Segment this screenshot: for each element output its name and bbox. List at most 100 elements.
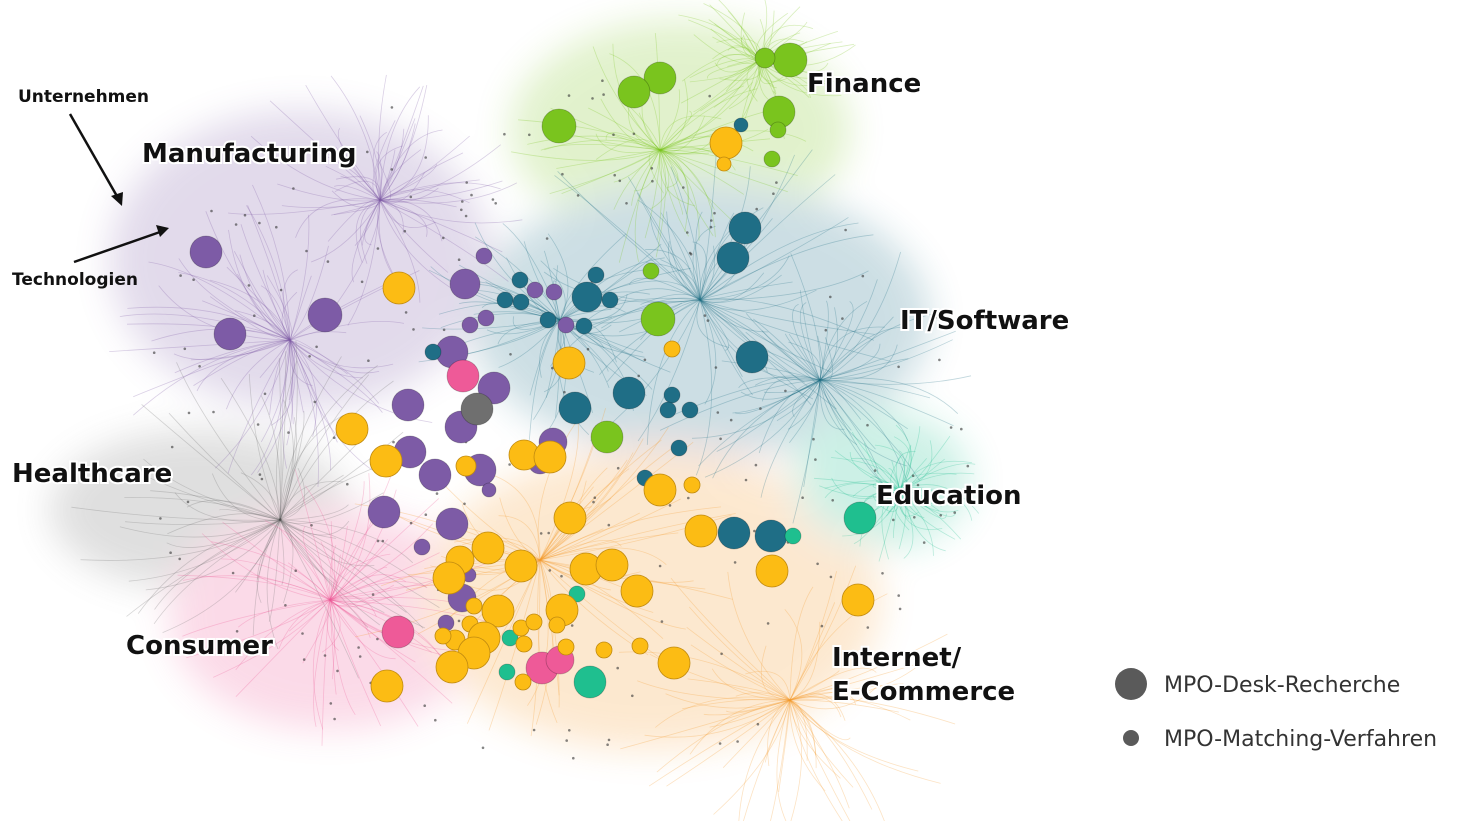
company-node [642,262,660,280]
network-edge [279,351,287,521]
network-edge [627,176,701,301]
company-node [189,235,223,269]
network-edge [660,212,701,301]
network-edge [279,415,343,521]
network-edge [278,599,331,650]
technology-dot [381,539,385,543]
technology-dot [183,347,187,351]
technology-dot [820,624,824,628]
network-edge [819,326,908,381]
network-edge [872,489,901,503]
network-edge [648,699,791,787]
company-node [455,455,477,477]
network-edge [379,152,464,201]
network-edge [659,77,747,151]
network-edge [789,687,877,710]
network-edge [788,341,822,381]
network-edge [269,100,381,201]
legend-label-matching: MPO-Matching-Verfahren [1164,727,1437,752]
network-edge [235,519,281,593]
network-edge [745,670,791,701]
network-edge [226,266,291,341]
network-edge [789,699,851,741]
company-nodes [189,42,877,703]
network-edge [784,609,803,701]
network-edge [289,339,380,404]
network-edge [333,199,381,215]
network-edge [789,699,817,769]
company-node [843,501,877,535]
technology-dot [212,410,215,414]
technology-dot [775,181,778,184]
network-edge [289,338,348,375]
network-edge [743,699,791,821]
network-edge [289,339,343,409]
network-edge [329,526,348,601]
network-edge [899,489,968,502]
network-edge [209,279,291,341]
technology-dot [960,427,963,431]
network-edge [262,269,291,341]
technology-dot [637,374,640,378]
network-edge [227,339,291,474]
network-edge [636,192,701,301]
network-edge [379,144,501,201]
network-edge [474,222,561,321]
company-node [657,646,691,680]
network-edge [899,489,925,519]
network-edge [178,272,291,341]
technology-dot [305,249,308,253]
network-edge [819,378,862,420]
company-node [557,638,575,656]
network-edge [819,379,908,430]
company-node [367,495,401,529]
technology-dot [592,500,595,504]
network-edge [899,435,951,491]
technology-dot [404,311,408,314]
network-edge [247,205,291,341]
company-node [481,594,515,628]
network-edge [334,185,381,201]
network-edge [539,540,622,561]
network-edge [722,699,791,768]
technology-dot [461,200,464,203]
network-edge [211,473,281,521]
network-edge [379,123,416,201]
network-edge [819,300,829,381]
network-edge [819,379,954,427]
network-edge [539,498,681,561]
network-edge [329,574,407,601]
network-edge [690,644,791,701]
network-edge [289,339,313,386]
network-edge [659,115,705,152]
technology-dot [442,328,446,332]
network-edge [321,599,331,746]
network-edge [252,519,281,636]
network-edge [875,480,902,493]
network-edge [650,149,670,210]
network-edge [892,489,901,539]
network-edge [539,513,736,561]
technology-dot [784,389,787,393]
technology-dot [366,150,369,154]
technology-dot [766,622,770,625]
network-edge [599,299,701,376]
network-edge [233,251,291,341]
network-edge [789,699,851,821]
network-edge [329,576,435,601]
network-edge [543,250,561,321]
network-edge [334,180,381,201]
network-edge [699,289,817,311]
company-node [558,391,592,425]
network-edge [898,450,906,491]
network-edge [543,319,567,436]
company-node [590,420,624,454]
company-node [571,281,603,313]
network-edge [278,527,331,601]
technology-dot [710,219,713,222]
company-node [471,531,505,565]
technology-dot [949,426,953,429]
technology-dot [658,564,662,568]
network-edge [329,553,391,601]
technology-dot [409,521,413,525]
